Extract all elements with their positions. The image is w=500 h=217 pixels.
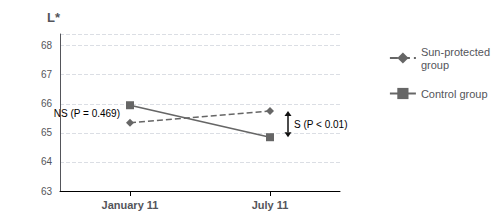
- svg-text:Control group: Control group: [421, 88, 488, 100]
- svg-text:L*: L*: [47, 10, 61, 25]
- svg-text:66: 66: [41, 98, 53, 109]
- svg-text:NS (P = 0.469): NS (P = 0.469): [54, 108, 120, 119]
- svg-text:group: group: [421, 59, 449, 71]
- svg-text:68: 68: [41, 40, 53, 51]
- svg-text:65: 65: [41, 127, 53, 138]
- svg-text:S (P < 0.01): S (P < 0.01): [294, 119, 347, 130]
- svg-text:63: 63: [41, 186, 53, 197]
- svg-text:Sun-protected: Sun-protected: [421, 46, 490, 58]
- svg-text:67: 67: [41, 69, 53, 80]
- svg-text:January 11: January 11: [102, 199, 159, 211]
- svg-text:July 11: July 11: [252, 199, 289, 211]
- svg-text:64: 64: [41, 156, 53, 167]
